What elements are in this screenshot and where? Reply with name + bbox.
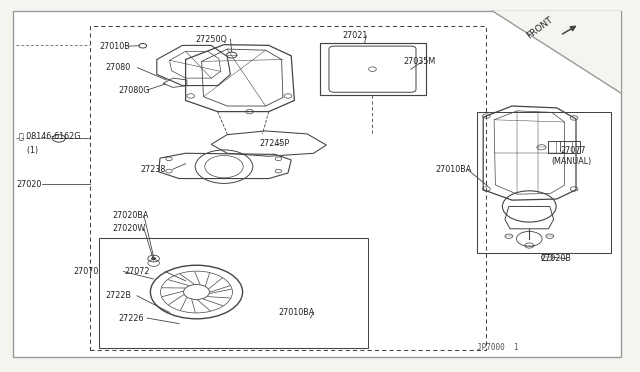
Text: Ⓑ 08146-6162G: Ⓑ 08146-6162G — [19, 131, 81, 140]
Text: 27245P: 27245P — [259, 139, 289, 148]
Bar — [477, 112, 611, 253]
Text: (MANUAL): (MANUAL) — [552, 157, 592, 166]
Text: 27072: 27072 — [125, 267, 150, 276]
Bar — [320, 43, 426, 95]
Text: 27020B: 27020B — [541, 254, 572, 263]
Text: FRONT: FRONT — [525, 16, 555, 41]
Text: 27080G: 27080G — [118, 86, 150, 94]
Text: 27238: 27238 — [141, 165, 166, 174]
Text: 27021: 27021 — [342, 31, 368, 40]
Text: 27077: 27077 — [560, 146, 586, 155]
Text: 27070: 27070 — [74, 267, 99, 276]
Text: JP7000  1: JP7000 1 — [477, 343, 518, 352]
Circle shape — [151, 257, 156, 260]
Text: 27080: 27080 — [106, 63, 131, 72]
Text: 27035M: 27035M — [403, 57, 435, 66]
Text: 27010B: 27010B — [99, 42, 130, 51]
Text: 27250Q: 27250Q — [195, 35, 227, 44]
Text: 27020: 27020 — [16, 180, 42, 189]
Text: 2722B: 2722B — [106, 291, 132, 300]
Text: 27010BA: 27010BA — [435, 165, 472, 174]
Bar — [99, 238, 368, 348]
Bar — [90, 26, 486, 350]
Text: 27020W: 27020W — [112, 224, 145, 233]
Text: 27020BA: 27020BA — [112, 211, 148, 220]
Polygon shape — [493, 11, 621, 93]
Text: 27010BA: 27010BA — [278, 308, 315, 317]
Bar — [548, 141, 580, 153]
Text: 27226: 27226 — [118, 314, 144, 323]
Text: (1): (1) — [22, 146, 38, 155]
